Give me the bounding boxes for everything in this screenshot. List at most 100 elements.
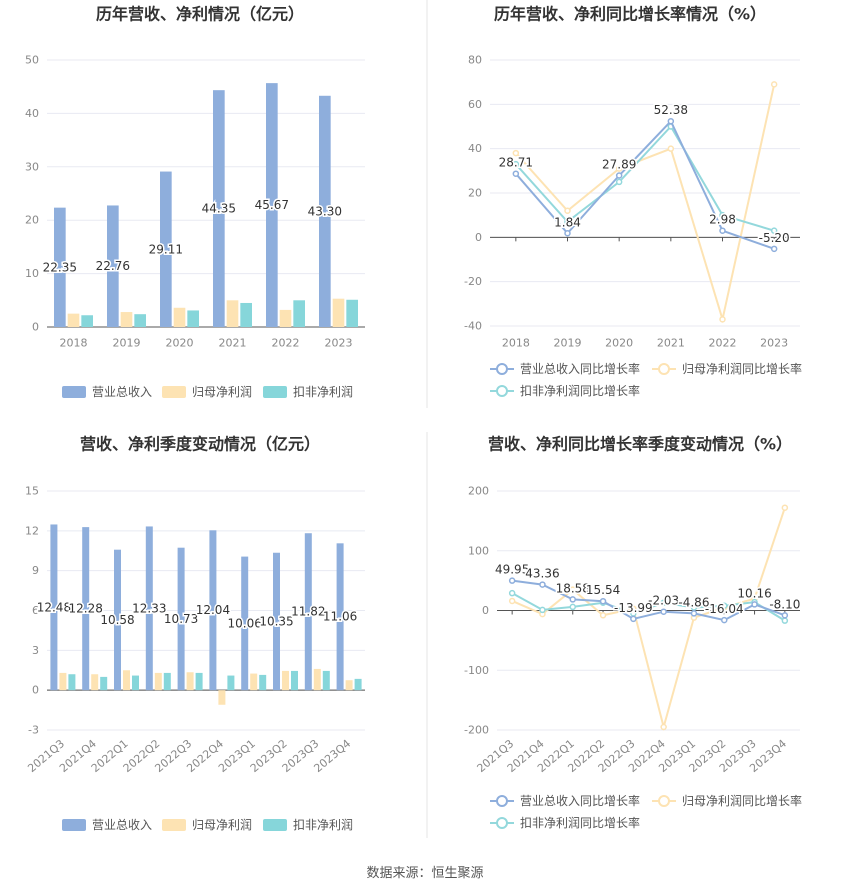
- data-label: 27.89: [602, 158, 636, 172]
- legend-swatch: [162, 386, 186, 398]
- point-2-2023Q2: [721, 602, 728, 609]
- bar-0-2023: [319, 95, 331, 327]
- legend-label: 归母净利润: [192, 818, 252, 832]
- bar-0-2023Q1: [241, 556, 249, 691]
- point-1-2022: [719, 316, 726, 323]
- data-label: 12.04: [196, 603, 230, 617]
- bar-1-2022Q2: [154, 672, 162, 691]
- data-source-note: 数据来源：恒生聚源: [366, 866, 484, 881]
- y-tick-label: 0: [475, 231, 482, 244]
- y-tick-label: 50: [25, 54, 39, 67]
- bar-1-2022Q1: [123, 670, 130, 691]
- point-0-2018: [512, 170, 520, 177]
- legend-swatch: [62, 386, 86, 398]
- data-label: 2.98: [709, 213, 736, 227]
- y-tick-label: 30: [25, 160, 39, 173]
- bar-0-2021: [213, 90, 225, 328]
- y-tick-label: 6: [32, 604, 39, 617]
- legend-label: 归母净利润: [192, 385, 252, 399]
- x-tick-label: 2022: [709, 337, 737, 350]
- bar-2-2020: [187, 310, 199, 327]
- legend-label: 归母净利润同比增长率: [682, 361, 802, 376]
- y-tick-label: 9: [32, 564, 39, 577]
- legend-marker: [658, 795, 670, 807]
- data-label: 11.06: [323, 610, 357, 624]
- bar-2-2022: [293, 300, 305, 327]
- bar-1-2022Q3: [186, 672, 194, 691]
- point-0-2023Q1: [690, 610, 698, 617]
- bar-0-2022Q1: [114, 549, 122, 691]
- bar-0-2023Q4: [336, 543, 344, 691]
- data-label: 12.28: [69, 602, 103, 616]
- line-series-1: [515, 84, 776, 324]
- point-0-2022Q1: [569, 596, 576, 603]
- bar-1-2020: [173, 307, 186, 327]
- legend-swatch: [162, 819, 186, 831]
- bar-1-2022Q4: [218, 690, 226, 705]
- point-2-2021Q4: [539, 606, 546, 614]
- legend-swatch: [62, 819, 86, 831]
- line-series-2: [511, 592, 786, 622]
- y-tick-label: -200: [464, 724, 489, 737]
- bar-1-2023Q1: [250, 673, 258, 691]
- legend-label: 扣非净利润同比增长率: [520, 383, 640, 398]
- point-0-2021Q3: [508, 577, 516, 584]
- bar-1-2019: [120, 312, 133, 327]
- point-1-2022Q1: [569, 586, 576, 593]
- chart-annual-bars: 历年营收、净利情况（亿元） 0 10 20 30 40 50 2018 2019 2020 2021…: [25, 5, 365, 399]
- legend-marker: [496, 817, 508, 829]
- legend-label: 扣非净利润: [293, 385, 353, 399]
- y-tick-label: -3: [28, 724, 39, 737]
- point-2-2023Q1: [690, 604, 698, 611]
- y-tick-label: 0: [32, 321, 39, 334]
- data-label: 49.95: [495, 563, 529, 577]
- data-label: -13.99: [614, 601, 653, 615]
- bar-1-2023Q4: [345, 680, 353, 691]
- point-1-2021Q3: [508, 597, 516, 605]
- bar-1-2023Q3: [313, 668, 321, 691]
- bar-0-2021Q3: [50, 524, 58, 691]
- bar-0-2019: [107, 205, 119, 327]
- line-series-0: [515, 119, 775, 250]
- bar-1-2018: [67, 313, 80, 327]
- bar-0-2023Q3: [304, 533, 312, 691]
- point-2-2022Q4: [660, 599, 667, 606]
- x-tick-label: 2021: [657, 337, 685, 350]
- y-tick-label: 10: [25, 267, 39, 280]
- point-1-2023: [770, 81, 778, 88]
- data-label: 18.58: [556, 581, 590, 595]
- chart-title: 营收、净利季度变动情况（亿元）: [80, 435, 320, 454]
- y-tick-label: 20: [25, 214, 39, 227]
- bar-1-2023: [332, 298, 345, 327]
- y-tick-label: 200: [468, 485, 489, 498]
- bar-2-2023Q1: [259, 674, 267, 691]
- point-1-2023Q4: [781, 504, 789, 511]
- bar-2-2023Q3: [322, 670, 330, 691]
- point-2-2023: [770, 227, 778, 234]
- point-0-2022Q3: [630, 615, 637, 623]
- bar-2-2023Q2: [290, 670, 298, 691]
- bar-0-2021Q4: [82, 527, 90, 691]
- data-label: -5.20: [759, 231, 790, 245]
- data-label: 43.36: [525, 567, 559, 581]
- data-label: 10.35: [259, 614, 293, 628]
- data-label: 52.38: [654, 103, 688, 117]
- line-series-2: [515, 124, 775, 232]
- data-label: 29.11: [149, 242, 183, 256]
- y-tick-label: 15: [25, 485, 39, 498]
- point-1-2021: [667, 145, 675, 152]
- bar-2-2021: [240, 302, 252, 327]
- point-2-2019: [564, 218, 571, 226]
- data-label: 10.58: [100, 613, 134, 627]
- bar-2-2021Q3: [68, 674, 76, 691]
- point-1-2022Q2: [599, 612, 607, 619]
- x-tick-label: 2023: [325, 337, 353, 350]
- y-tick-label: -20: [464, 275, 482, 288]
- point-2-2022Q1: [569, 603, 576, 611]
- bar-2-2022Q2: [163, 672, 171, 691]
- y-tick-label: 0: [32, 684, 39, 697]
- y-tick-label: 12: [25, 524, 39, 537]
- x-tick-label: 2018: [502, 337, 530, 350]
- legend-label: 营业总收入同比增长率: [520, 793, 640, 808]
